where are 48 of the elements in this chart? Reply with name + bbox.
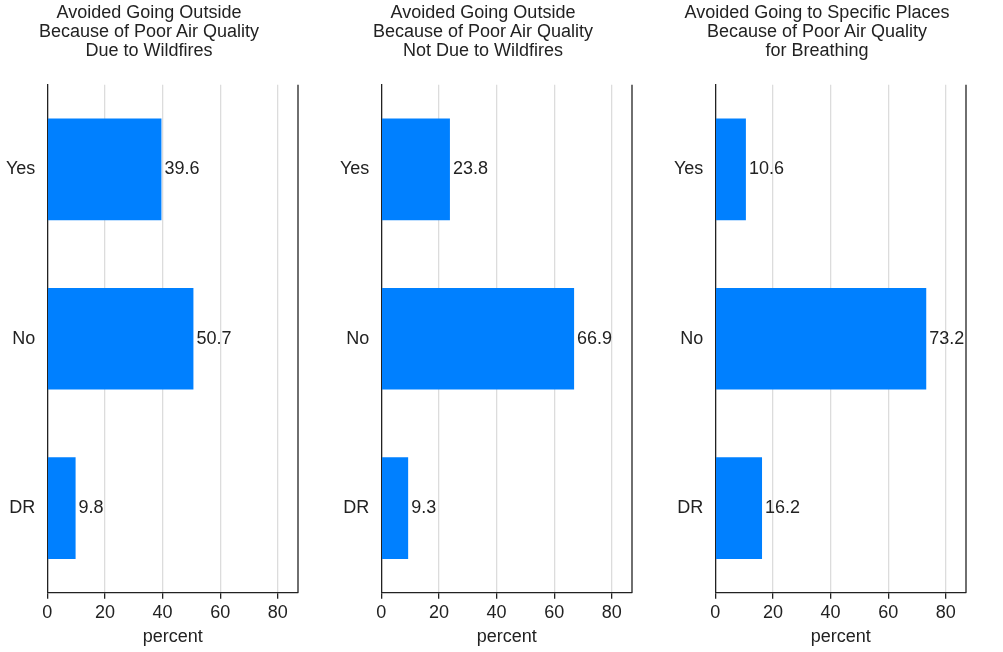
x-tick-label: 20 [428, 601, 449, 622]
bar [716, 118, 746, 221]
y-tick-label: No [680, 327, 704, 348]
x-axis-title: percent [810, 626, 871, 647]
data-label: 39.6 [164, 158, 200, 179]
bar [382, 118, 450, 221]
data-label: 73.2 [929, 327, 965, 348]
chart-title: Avoided Going Outside Because of Poor Air Quality Not Due to Wildfires [372, 2, 594, 61]
bar [716, 287, 927, 390]
y-tick-label: DR [343, 497, 370, 518]
x-tick-label: 0 [710, 601, 721, 622]
data-label: 50.7 [196, 327, 232, 348]
bar [48, 457, 76, 559]
x-tick-label: 40 [152, 601, 173, 622]
x-tick-label: 80 [601, 601, 622, 622]
data-label: 66.9 [577, 327, 613, 348]
chart-title: Avoided Going to Specific Places Because of Poor Air Quality for Breathing [684, 2, 950, 61]
bar [48, 287, 194, 390]
x-axis-title: percent [142, 626, 203, 647]
bar [382, 457, 409, 559]
data-label: 9.8 [78, 497, 104, 518]
x-tick-label: 20 [762, 601, 783, 622]
data-label: 23.8 [452, 158, 488, 179]
x-tick-label: 40 [486, 601, 507, 622]
bar [716, 457, 763, 559]
bar [48, 118, 162, 221]
data-label: 10.6 [748, 158, 784, 179]
x-tick-label: 40 [820, 601, 841, 622]
bar [382, 287, 575, 390]
x-tick-label: 60 [544, 601, 565, 622]
y-tick-label: DR [677, 497, 704, 518]
x-axis-title: percent [476, 626, 537, 647]
y-tick-label: No [12, 327, 36, 348]
x-tick-label: 80 [267, 601, 288, 622]
x-tick-label: 60 [878, 601, 899, 622]
x-tick-label: 80 [935, 601, 956, 622]
data-label: 16.2 [765, 497, 801, 518]
data-label: 9.3 [411, 497, 437, 518]
y-tick-label: No [346, 327, 370, 348]
y-tick-label: Yes [339, 158, 370, 179]
x-tick-label: 60 [210, 601, 231, 622]
chart-title: Avoided Going Outside Because of Poor Air Quality Due to Wildfires [38, 2, 260, 61]
x-tick-label: 0 [376, 601, 387, 622]
x-tick-label: 20 [94, 601, 115, 622]
y-tick-label: DR [9, 497, 36, 518]
x-tick-label: 0 [42, 601, 53, 622]
y-tick-label: Yes [5, 158, 36, 179]
y-tick-label: Yes [673, 158, 704, 179]
